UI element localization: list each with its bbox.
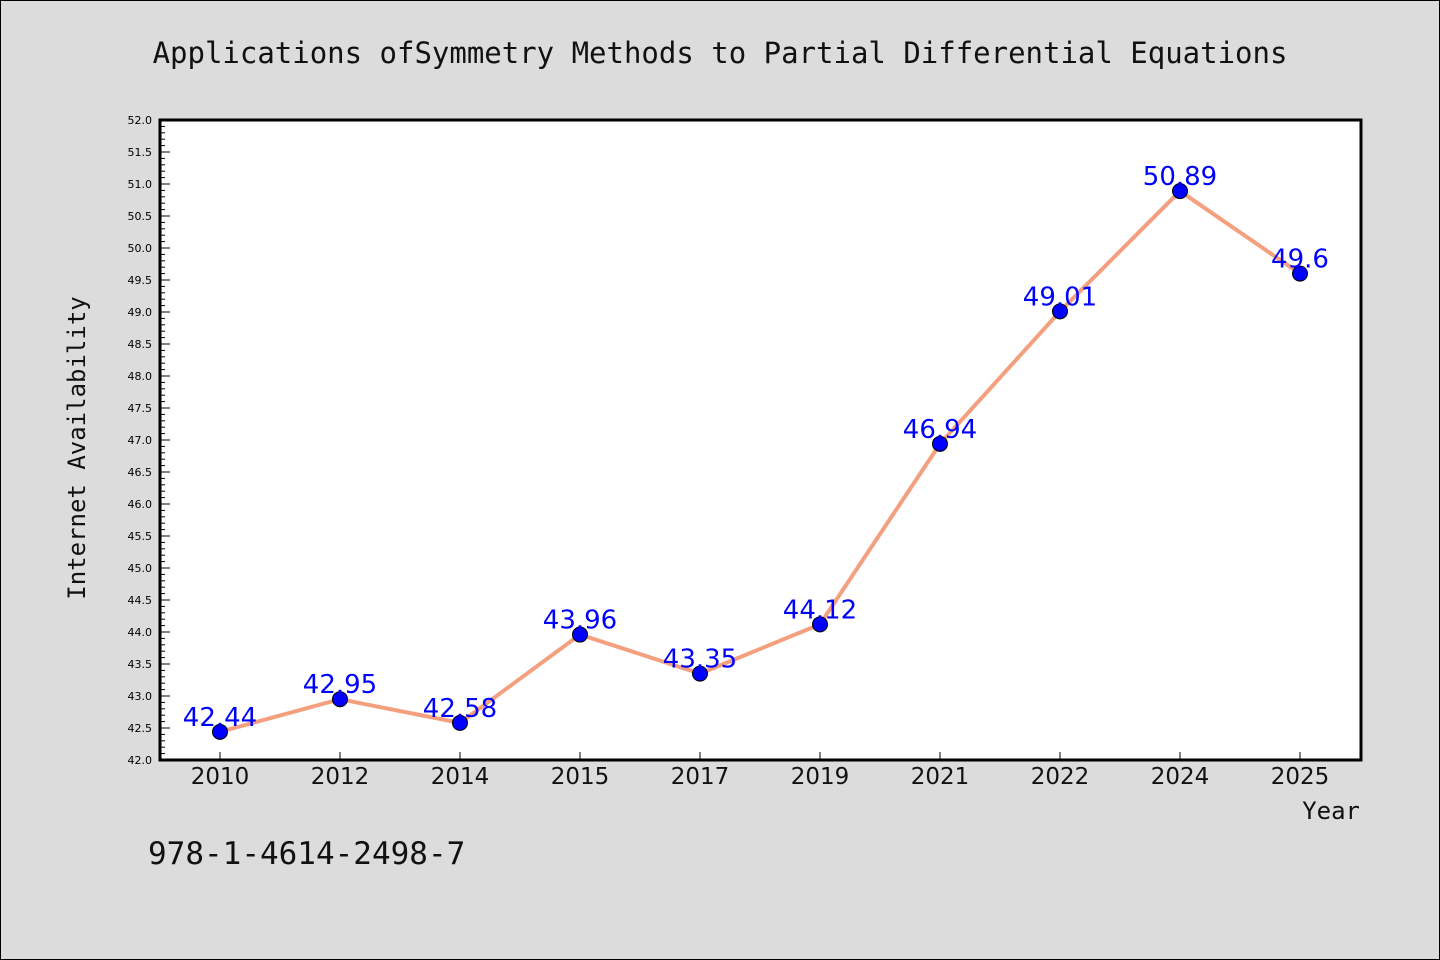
y-tick-label: 46.5 xyxy=(128,466,153,479)
x-axis-label: Year xyxy=(1302,797,1360,825)
x-tick-label: 2010 xyxy=(191,764,250,790)
x-tick-label: 2021 xyxy=(911,764,970,790)
data-point-marker xyxy=(932,435,948,452)
y-tick-label: 45.0 xyxy=(128,562,153,575)
data-label: 49.6 xyxy=(1271,245,1329,275)
y-tick-label: 46.0 xyxy=(128,498,153,511)
x-tick-label: 2025 xyxy=(1271,764,1330,790)
markers-group xyxy=(212,183,1308,740)
data-label: 49.01 xyxy=(1023,282,1097,312)
y-tick-label: 44.5 xyxy=(128,594,153,607)
chart-title: Applications ofSymmetry Methods to Parti… xyxy=(153,36,1288,70)
x-tick-label: 2017 xyxy=(671,764,730,790)
y-tick-label: 50.5 xyxy=(128,210,153,223)
y-axis-ticks: 42.0 42.5 43.0 43.5 44.0 44.5 45.0 45.5 46.0 46.5… xyxy=(128,114,170,767)
y-tick-label: 48.0 xyxy=(128,370,153,383)
data-label: 50.89 xyxy=(1143,162,1217,192)
y-tick-label: 52.0 xyxy=(128,114,153,127)
x-tick-label: 2015 xyxy=(551,764,610,790)
y-tick-label: 47.5 xyxy=(128,402,153,415)
data-point-marker xyxy=(212,723,228,740)
y-tick-label: 44.0 xyxy=(128,626,153,639)
data-point-marker xyxy=(812,616,828,633)
data-label: 43.35 xyxy=(663,645,737,675)
y-minor-ticks xyxy=(160,119,165,761)
data-point-marker xyxy=(1052,303,1068,320)
data-label: 46.94 xyxy=(903,415,977,445)
data-label: 42.95 xyxy=(303,670,377,700)
data-labels-group: 42.44 42.95 42.58 43.96 43.35 44.12 46.94 49.01… xyxy=(183,162,1329,733)
y-tick-label: 43.5 xyxy=(128,658,153,671)
y-tick-label: 49.0 xyxy=(128,306,153,319)
data-label: 44.12 xyxy=(783,595,857,625)
y-tick-label: 50.0 xyxy=(128,242,153,255)
data-point-marker xyxy=(1292,265,1308,282)
x-tick-label: 2022 xyxy=(1031,764,1090,790)
x-tick-label: 2019 xyxy=(791,764,850,790)
x-tick-label: 2014 xyxy=(431,764,490,790)
series-line-group xyxy=(219,189,1302,734)
data-label: 42.44 xyxy=(183,703,257,733)
y-tick-label: 45.5 xyxy=(128,530,153,543)
data-point-marker xyxy=(452,714,468,731)
data-point-marker xyxy=(572,626,588,643)
y-tick-label: 49.5 xyxy=(128,274,153,287)
y-tick-label: 43.0 xyxy=(128,690,153,703)
y-tick-label: 48.5 xyxy=(128,338,153,351)
y-axis-label: Internet Availability xyxy=(63,296,91,599)
y-tick-label: 42.5 xyxy=(128,722,153,735)
data-point-marker xyxy=(692,665,708,682)
data-label: 42.58 xyxy=(423,694,497,724)
data-point-marker xyxy=(332,691,348,708)
y-tick-label: 42.0 xyxy=(128,754,153,767)
x-tick-label: 2012 xyxy=(311,764,370,790)
y-tick-label: 51.0 xyxy=(128,178,153,191)
y-tick-label: 51.5 xyxy=(128,146,153,159)
x-tick-label: 2024 xyxy=(1151,764,1210,790)
x-axis-ticks: 2010 2012 2014 2015 2017 2019 2021 2022 2024 2025 xyxy=(191,752,1330,790)
plot-area xyxy=(158,118,1363,762)
y-tick-label: 47.0 xyxy=(128,434,153,447)
data-label: 43.96 xyxy=(543,606,617,636)
series-line xyxy=(219,189,1302,734)
isbn-footnote: 978-1-4614-2498-7 xyxy=(148,836,465,872)
data-point-marker xyxy=(1172,183,1188,200)
